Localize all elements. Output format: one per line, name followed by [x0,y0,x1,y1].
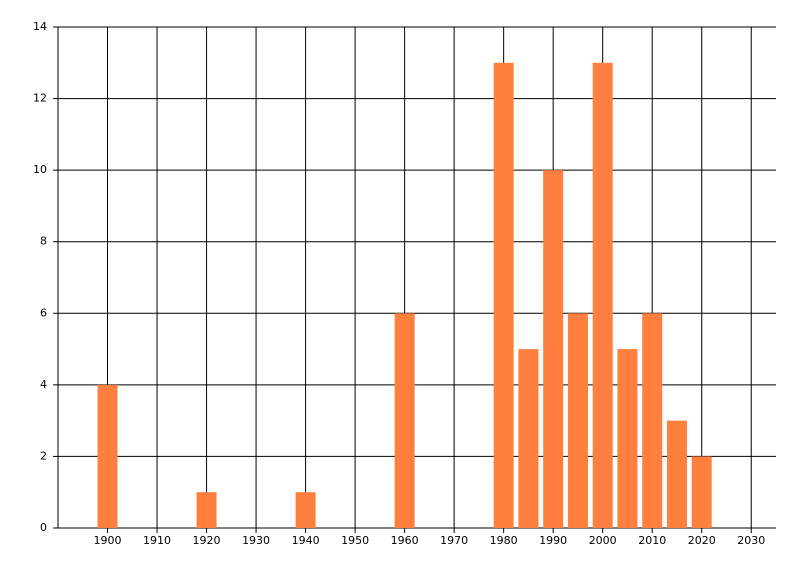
x-tick-label: 2030 [737,534,765,547]
y-tick-label: 8 [40,235,47,248]
bar [642,313,663,528]
bar [567,313,588,528]
bar [617,349,638,528]
x-tick-label: 1950 [341,534,369,547]
x-tick-label: 2020 [688,534,716,547]
y-tick-label: 4 [40,378,47,391]
bar [592,62,613,529]
bar [666,420,687,528]
y-tick-label: 10 [33,163,47,176]
x-tick-label: 1940 [292,534,320,547]
bar [691,456,712,528]
x-tick-label: 1970 [440,534,468,547]
bar [543,170,564,528]
bar [394,313,415,528]
x-tick-label: 1980 [490,534,518,547]
bar [196,492,217,528]
bar [295,492,316,528]
y-tick-label: 2 [40,449,47,462]
y-tick-label: 0 [40,521,47,534]
x-tick-label: 1910 [143,534,171,547]
x-tick-label: 1930 [242,534,270,547]
x-tick-label: 1960 [391,534,419,547]
y-tick-label: 14 [33,20,47,33]
x-tick-label: 1920 [193,534,221,547]
x-tick-label: 2000 [589,534,617,547]
y-tick-label: 6 [40,306,47,319]
bar [493,62,514,529]
x-tick-label: 2010 [638,534,666,547]
bar [97,384,118,528]
y-tick-label: 12 [33,92,47,105]
x-tick-label: 1990 [539,534,567,547]
x-tick-label: 1900 [94,534,122,547]
bar [518,349,539,528]
